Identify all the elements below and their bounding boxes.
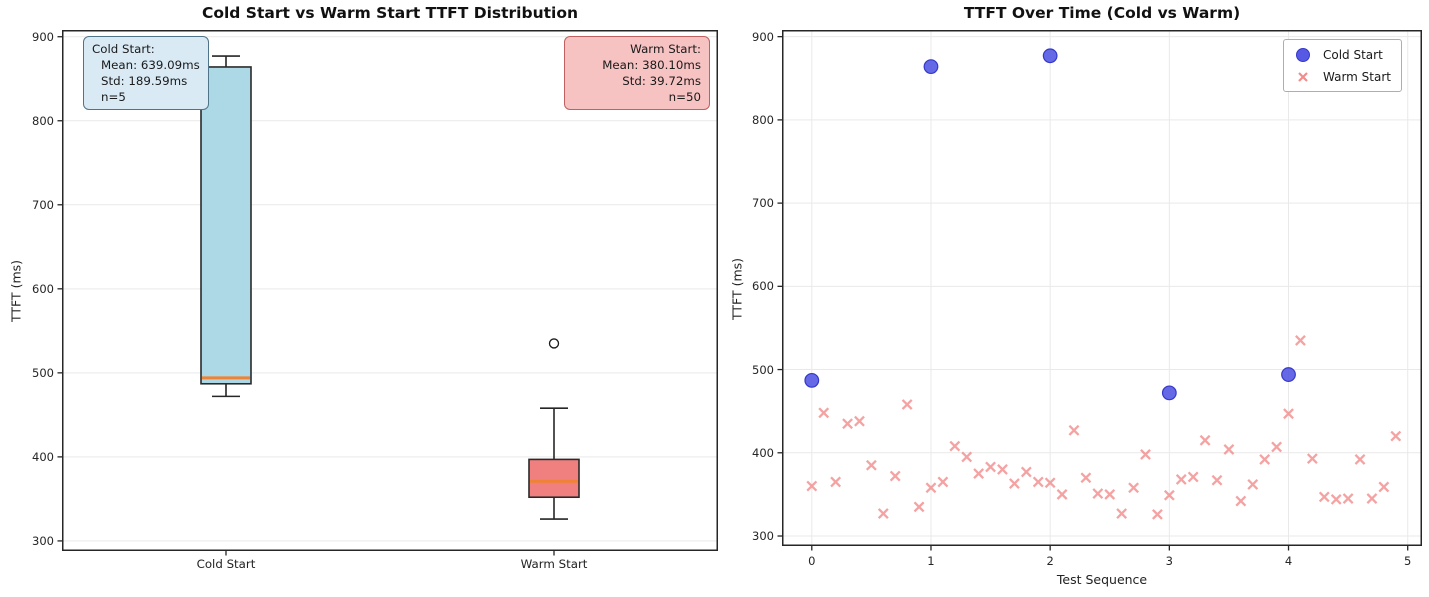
y-tick-label: 500 — [752, 362, 774, 377]
x-tick-label: 5 — [1404, 554, 1412, 568]
y-tick-label: 800 — [752, 112, 774, 127]
y-tick-label: 300 — [752, 529, 774, 543]
y-tick-label: 700 — [752, 196, 774, 211]
scatter-canvas — [777, 30, 1422, 551]
warm-start-marker-icon — [1298, 71, 1308, 82]
annotation-line: Mean: 639.09ms — [101, 58, 200, 72]
legend: Cold Start Warm Start — [1283, 39, 1402, 92]
x-tick-label-warm-start: Warm Start — [520, 557, 588, 571]
y-tick-label: 300 — [32, 533, 54, 548]
x-tick-label-cold-start: Cold Start — [196, 557, 256, 571]
x-tick-label: 0 — [808, 554, 816, 568]
y-tick-label: 600 — [752, 279, 774, 294]
scatter-title: TTFT Over Time (Cold vs Warm) — [963, 4, 1241, 22]
cold-start-stats-annotation: Cold Start: Mean: 639.09ms Std: 189.59ms… — [83, 36, 209, 110]
y-tick-label: 500 — [32, 365, 54, 380]
annotation-line: n=5 — [101, 90, 126, 104]
legend-label: Warm Start — [1323, 69, 1391, 84]
warm-start-stats-annotation: Warm Start: Mean: 380.10ms Std: 39.72ms … — [564, 36, 710, 110]
annotation-line: Mean: 380.10ms — [602, 58, 701, 72]
y-tick-label: 400 — [752, 445, 774, 460]
x-tick-label: 2 — [1046, 554, 1054, 568]
y-tick-label: 900 — [752, 29, 774, 44]
annotation-line: Cold Start: — [92, 42, 155, 56]
cold-start-marker-icon — [1296, 47, 1310, 62]
y-tick-label: 600 — [32, 281, 54, 296]
boxplot-canvas — [57, 30, 718, 556]
legend-label: Cold Start — [1323, 47, 1383, 62]
scatter-y-axis-label: TTFT (ms) — [729, 257, 745, 321]
x-tick-label: 4 — [1284, 554, 1293, 568]
scatter-x-axis-label: Test Sequence — [1056, 572, 1148, 587]
boxplot-y-axis-label: TTFT (ms) — [8, 259, 24, 323]
annotation-line: n=50 — [668, 90, 701, 104]
x-tick-label: 3 — [1165, 554, 1173, 568]
legend-entry-cold-start: Cold Start — [1292, 45, 1391, 64]
annotation-line: Warm Start: — [630, 42, 701, 56]
y-tick-label: 900 — [32, 29, 54, 44]
annotation-line: Std: 189.59ms — [101, 74, 188, 88]
boxplot-title: Cold Start vs Warm Start TTFT Distributi… — [201, 4, 579, 22]
legend-entry-warm-start: Warm Start — [1292, 67, 1391, 86]
x-tick-label: 1 — [927, 554, 935, 568]
y-tick-label: 700 — [32, 197, 54, 212]
y-tick-label: 800 — [32, 113, 54, 128]
annotation-line: Std: 39.72ms — [622, 74, 701, 88]
y-tick-label: 400 — [32, 449, 54, 464]
